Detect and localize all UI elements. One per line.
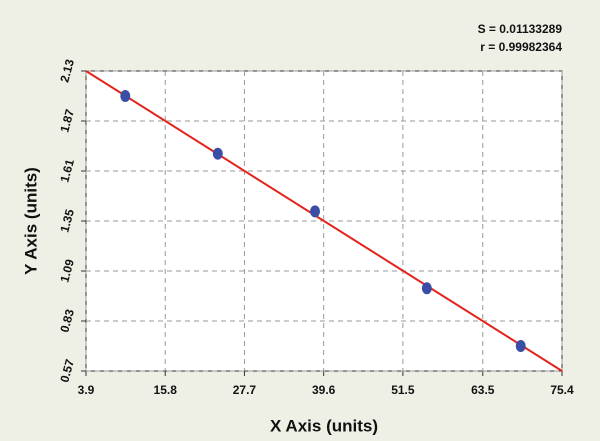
data-point <box>421 282 432 295</box>
annotation: r = 0.99982364 <box>480 40 562 54</box>
y-tick-label: 2.13 <box>57 57 77 83</box>
y-tick-label: 0.57 <box>57 357 77 383</box>
x-tick-label: 27.7 <box>233 383 257 397</box>
x-tick-label: 75.4 <box>550 383 574 397</box>
fit-line <box>85 70 563 372</box>
y-tick-label: 1.87 <box>57 107 77 133</box>
x-tick-label: 39.6 <box>312 383 336 397</box>
y-tick-label: 1.61 <box>57 157 77 183</box>
y-tick-label: 0.83 <box>57 307 77 333</box>
x-axis-label: X Axis (units) <box>270 416 378 435</box>
data-point <box>120 90 131 102</box>
data-point <box>515 340 526 352</box>
x-tick-label: 15.8 <box>154 383 178 397</box>
x-tick-label: 3.9 <box>78 383 95 397</box>
y-tick-label: 1.09 <box>57 257 77 283</box>
x-tick-label: 63.5 <box>471 383 495 397</box>
annotation: S = 0.01133289 <box>478 22 563 36</box>
x-tick-label: 51.5 <box>391 383 415 397</box>
data-point <box>212 147 223 160</box>
y-axis-label: Y Axis (units) <box>21 167 40 275</box>
y-tick-label: 1.35 <box>57 207 77 233</box>
data-point <box>310 205 321 218</box>
